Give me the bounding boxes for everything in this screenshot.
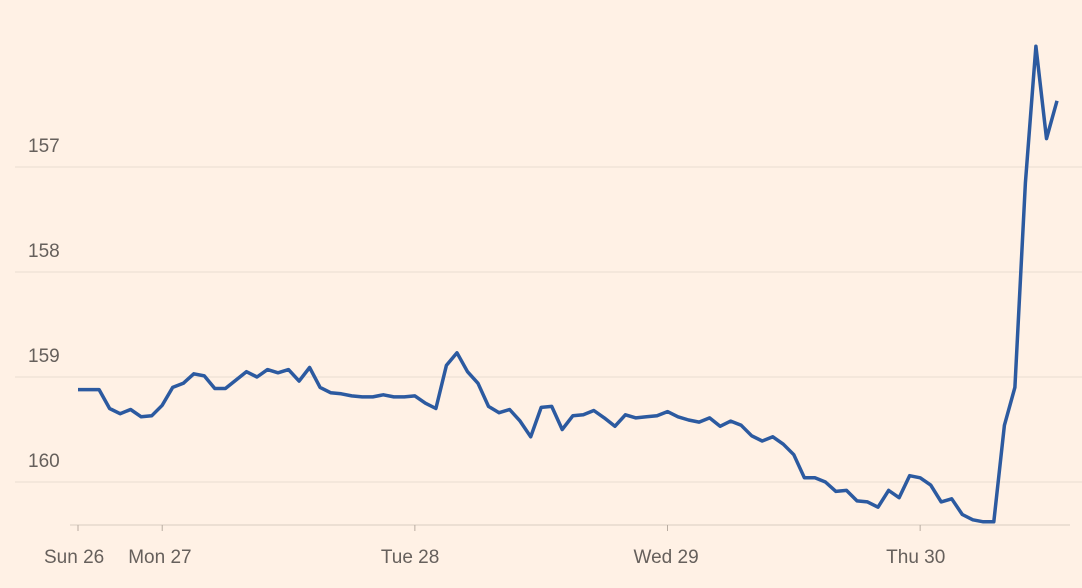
price-line — [78, 44, 1059, 524]
x-tick-label: Sun 26 — [44, 547, 104, 568]
x-tick-label: Wed 29 — [634, 547, 699, 568]
x-tick-label: Tue 28 — [381, 547, 439, 568]
x-tick-label: Thu 30 — [886, 547, 945, 568]
y-tick-label: 158 — [28, 241, 60, 262]
y-tick-label: 159 — [28, 346, 60, 367]
y-tick-label: 160 — [28, 451, 60, 472]
y-tick-label: 157 — [28, 136, 60, 157]
x-tick-label: Mon 27 — [128, 547, 191, 568]
